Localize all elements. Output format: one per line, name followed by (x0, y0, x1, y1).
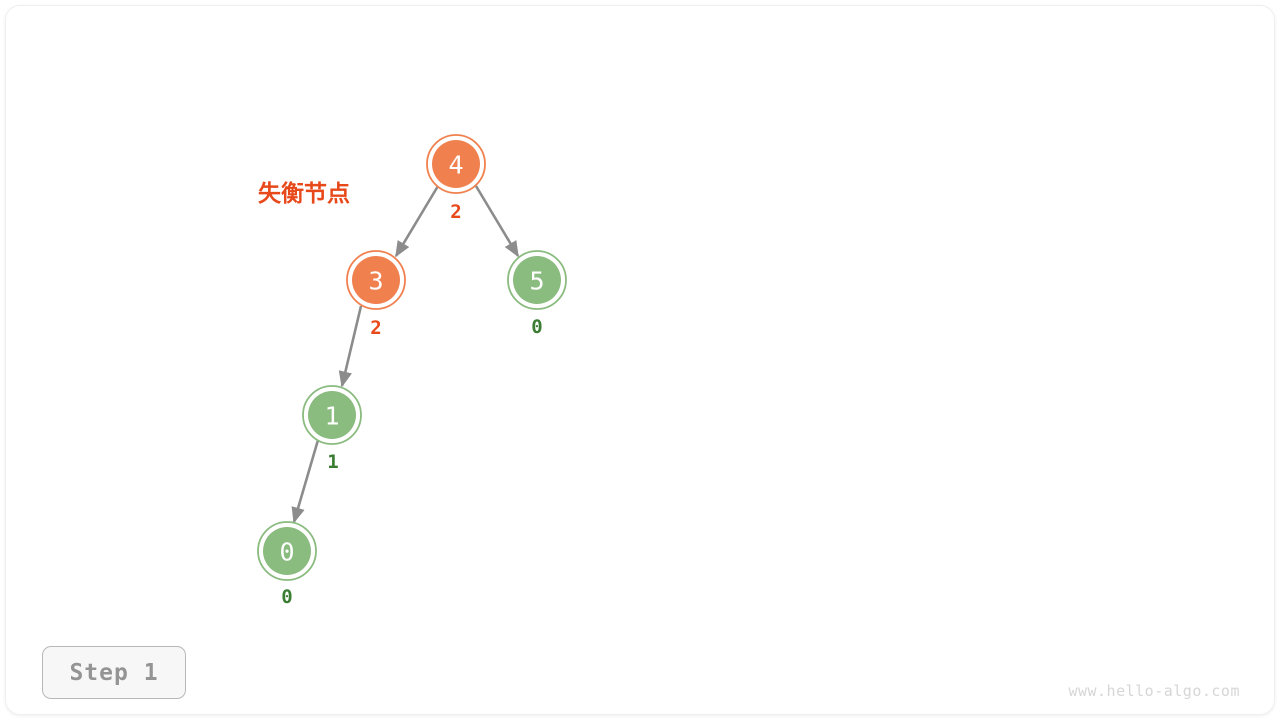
balance-factor-label-1: 1 (327, 451, 338, 473)
tree-edge-n1-n0 (291, 439, 320, 524)
node-outer-ring (346, 250, 406, 310)
avl-tree-diagram: 4 2 3 2 5 0 1 1 0 0 失衡节点 (257, 134, 567, 608)
node-value-label: 3 (368, 267, 383, 296)
node-outer-ring (426, 134, 486, 194)
tree-node-1[interactable]: 1 (302, 385, 362, 445)
node-value-label: 5 (529, 267, 544, 296)
tree-node-5[interactable]: 5 (507, 250, 567, 310)
tree-edge-n4-n3 (394, 185, 440, 258)
node-value-label: 1 (324, 402, 339, 431)
tree-node-4[interactable]: 4 (426, 134, 486, 194)
node-circle (308, 391, 356, 439)
tree-edge-n3-n1 (338, 305, 363, 388)
tree-node-3[interactable]: 3 (346, 250, 406, 310)
tree-nodes-group: 4 2 3 2 5 0 1 1 0 0 (257, 134, 567, 608)
annotation-a-unbalanced: 失衡节点 (258, 180, 350, 207)
tree-edge-n4-n5 (474, 185, 520, 258)
tree-edges-group (291, 185, 520, 524)
node-circle (432, 140, 480, 188)
tree-annotations-group: 失衡节点 (258, 180, 350, 207)
balance-factor-label-4: 2 (450, 201, 461, 223)
balance-factor-label-3: 2 (370, 317, 381, 339)
balance-factor-label-0: 0 (281, 586, 292, 608)
step-badge-label: Step 1 (69, 659, 159, 686)
watermark-url: www.hello-algo.com (1068, 682, 1240, 700)
node-value-label: 0 (279, 538, 294, 567)
node-outer-ring (302, 385, 362, 445)
node-circle (263, 527, 311, 575)
node-circle (513, 256, 561, 304)
step-badge: Step 1 (42, 646, 186, 699)
tree-node-0[interactable]: 0 (257, 521, 317, 581)
node-value-label: 4 (448, 151, 463, 180)
balance-factor-label-5: 0 (531, 316, 542, 338)
diagram-canvas-card: 4 2 3 2 5 0 1 1 0 0 失衡节点 Step 1 www.hello-algo.co… (6, 6, 1274, 714)
node-outer-ring (507, 250, 567, 310)
node-circle (352, 256, 400, 304)
node-outer-ring (257, 521, 317, 581)
